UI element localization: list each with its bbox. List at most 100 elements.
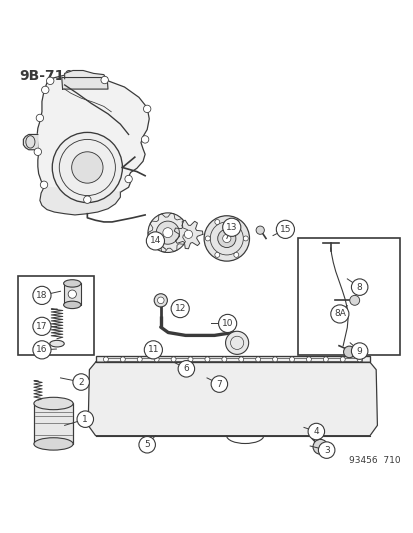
Circle shape: [125, 175, 132, 183]
Text: 16: 16: [36, 345, 47, 354]
Circle shape: [73, 374, 89, 390]
Polygon shape: [88, 362, 377, 435]
Circle shape: [233, 220, 238, 224]
Polygon shape: [23, 134, 38, 150]
Text: 14: 14: [150, 237, 161, 245]
Circle shape: [171, 300, 189, 318]
Circle shape: [178, 361, 194, 377]
Circle shape: [255, 357, 260, 362]
Circle shape: [34, 148, 41, 156]
Circle shape: [218, 314, 236, 333]
Circle shape: [144, 341, 162, 359]
Text: 6: 6: [183, 365, 189, 373]
Ellipse shape: [34, 438, 73, 450]
Circle shape: [214, 253, 219, 257]
Text: 1: 1: [82, 415, 88, 424]
Circle shape: [349, 295, 359, 305]
Ellipse shape: [64, 280, 81, 287]
Circle shape: [36, 114, 43, 122]
Text: 15: 15: [279, 225, 290, 234]
Circle shape: [154, 294, 167, 307]
Circle shape: [318, 442, 334, 458]
Circle shape: [323, 357, 328, 362]
Circle shape: [147, 213, 187, 253]
Circle shape: [356, 357, 361, 362]
Ellipse shape: [34, 397, 73, 410]
Circle shape: [137, 357, 142, 362]
Circle shape: [289, 357, 294, 362]
Circle shape: [146, 232, 164, 250]
Circle shape: [204, 357, 209, 362]
Circle shape: [205, 236, 210, 241]
Circle shape: [83, 196, 91, 204]
Text: 3: 3: [323, 446, 329, 455]
Circle shape: [272, 357, 277, 362]
Circle shape: [71, 152, 103, 183]
Circle shape: [330, 305, 348, 323]
Polygon shape: [40, 187, 120, 215]
Circle shape: [243, 236, 248, 241]
Text: 13: 13: [225, 223, 237, 232]
Text: 9B-710: 9B-710: [19, 69, 74, 83]
Text: 11: 11: [147, 345, 159, 354]
Circle shape: [339, 357, 344, 362]
Bar: [95, 357, 369, 362]
Circle shape: [184, 230, 192, 238]
Bar: [64, 284, 81, 305]
Text: 18: 18: [36, 291, 47, 300]
Circle shape: [214, 220, 219, 224]
Bar: [297, 238, 399, 355]
Circle shape: [217, 229, 235, 247]
Circle shape: [188, 357, 192, 362]
Circle shape: [162, 228, 172, 238]
Circle shape: [156, 221, 179, 244]
Circle shape: [41, 86, 49, 94]
Bar: [34, 403, 73, 444]
Circle shape: [171, 357, 176, 362]
Circle shape: [46, 77, 54, 85]
Circle shape: [33, 341, 51, 359]
Circle shape: [120, 357, 125, 362]
Text: 93456  710: 93456 710: [349, 456, 400, 465]
Text: 17: 17: [36, 322, 47, 331]
Polygon shape: [174, 220, 202, 249]
Circle shape: [101, 76, 108, 84]
Circle shape: [157, 297, 164, 304]
Circle shape: [351, 343, 367, 359]
Circle shape: [68, 290, 76, 298]
Circle shape: [275, 220, 294, 238]
Text: 12: 12: [174, 304, 185, 313]
Circle shape: [52, 132, 122, 203]
Circle shape: [225, 332, 248, 354]
Circle shape: [40, 181, 47, 189]
Ellipse shape: [64, 301, 81, 309]
Text: 7: 7: [216, 379, 222, 389]
Circle shape: [143, 105, 150, 112]
Circle shape: [306, 357, 311, 362]
Circle shape: [222, 218, 240, 236]
Circle shape: [103, 357, 108, 362]
Circle shape: [221, 357, 226, 362]
Circle shape: [154, 357, 159, 362]
Text: 8A: 8A: [333, 310, 345, 318]
Bar: [18, 276, 93, 355]
Bar: [104, 358, 361, 361]
Circle shape: [233, 253, 238, 257]
Circle shape: [307, 423, 324, 440]
Circle shape: [222, 235, 230, 243]
Circle shape: [256, 226, 264, 235]
Text: 8: 8: [356, 282, 362, 292]
Circle shape: [33, 286, 51, 304]
Circle shape: [343, 346, 354, 358]
Text: 9: 9: [356, 346, 362, 356]
Circle shape: [33, 317, 51, 335]
Polygon shape: [37, 75, 149, 200]
Circle shape: [312, 439, 327, 454]
Ellipse shape: [50, 341, 64, 347]
Polygon shape: [62, 77, 108, 89]
Circle shape: [238, 357, 243, 362]
Text: 10: 10: [221, 319, 233, 328]
Circle shape: [204, 216, 249, 261]
Polygon shape: [64, 70, 106, 79]
Text: 2: 2: [78, 377, 84, 386]
